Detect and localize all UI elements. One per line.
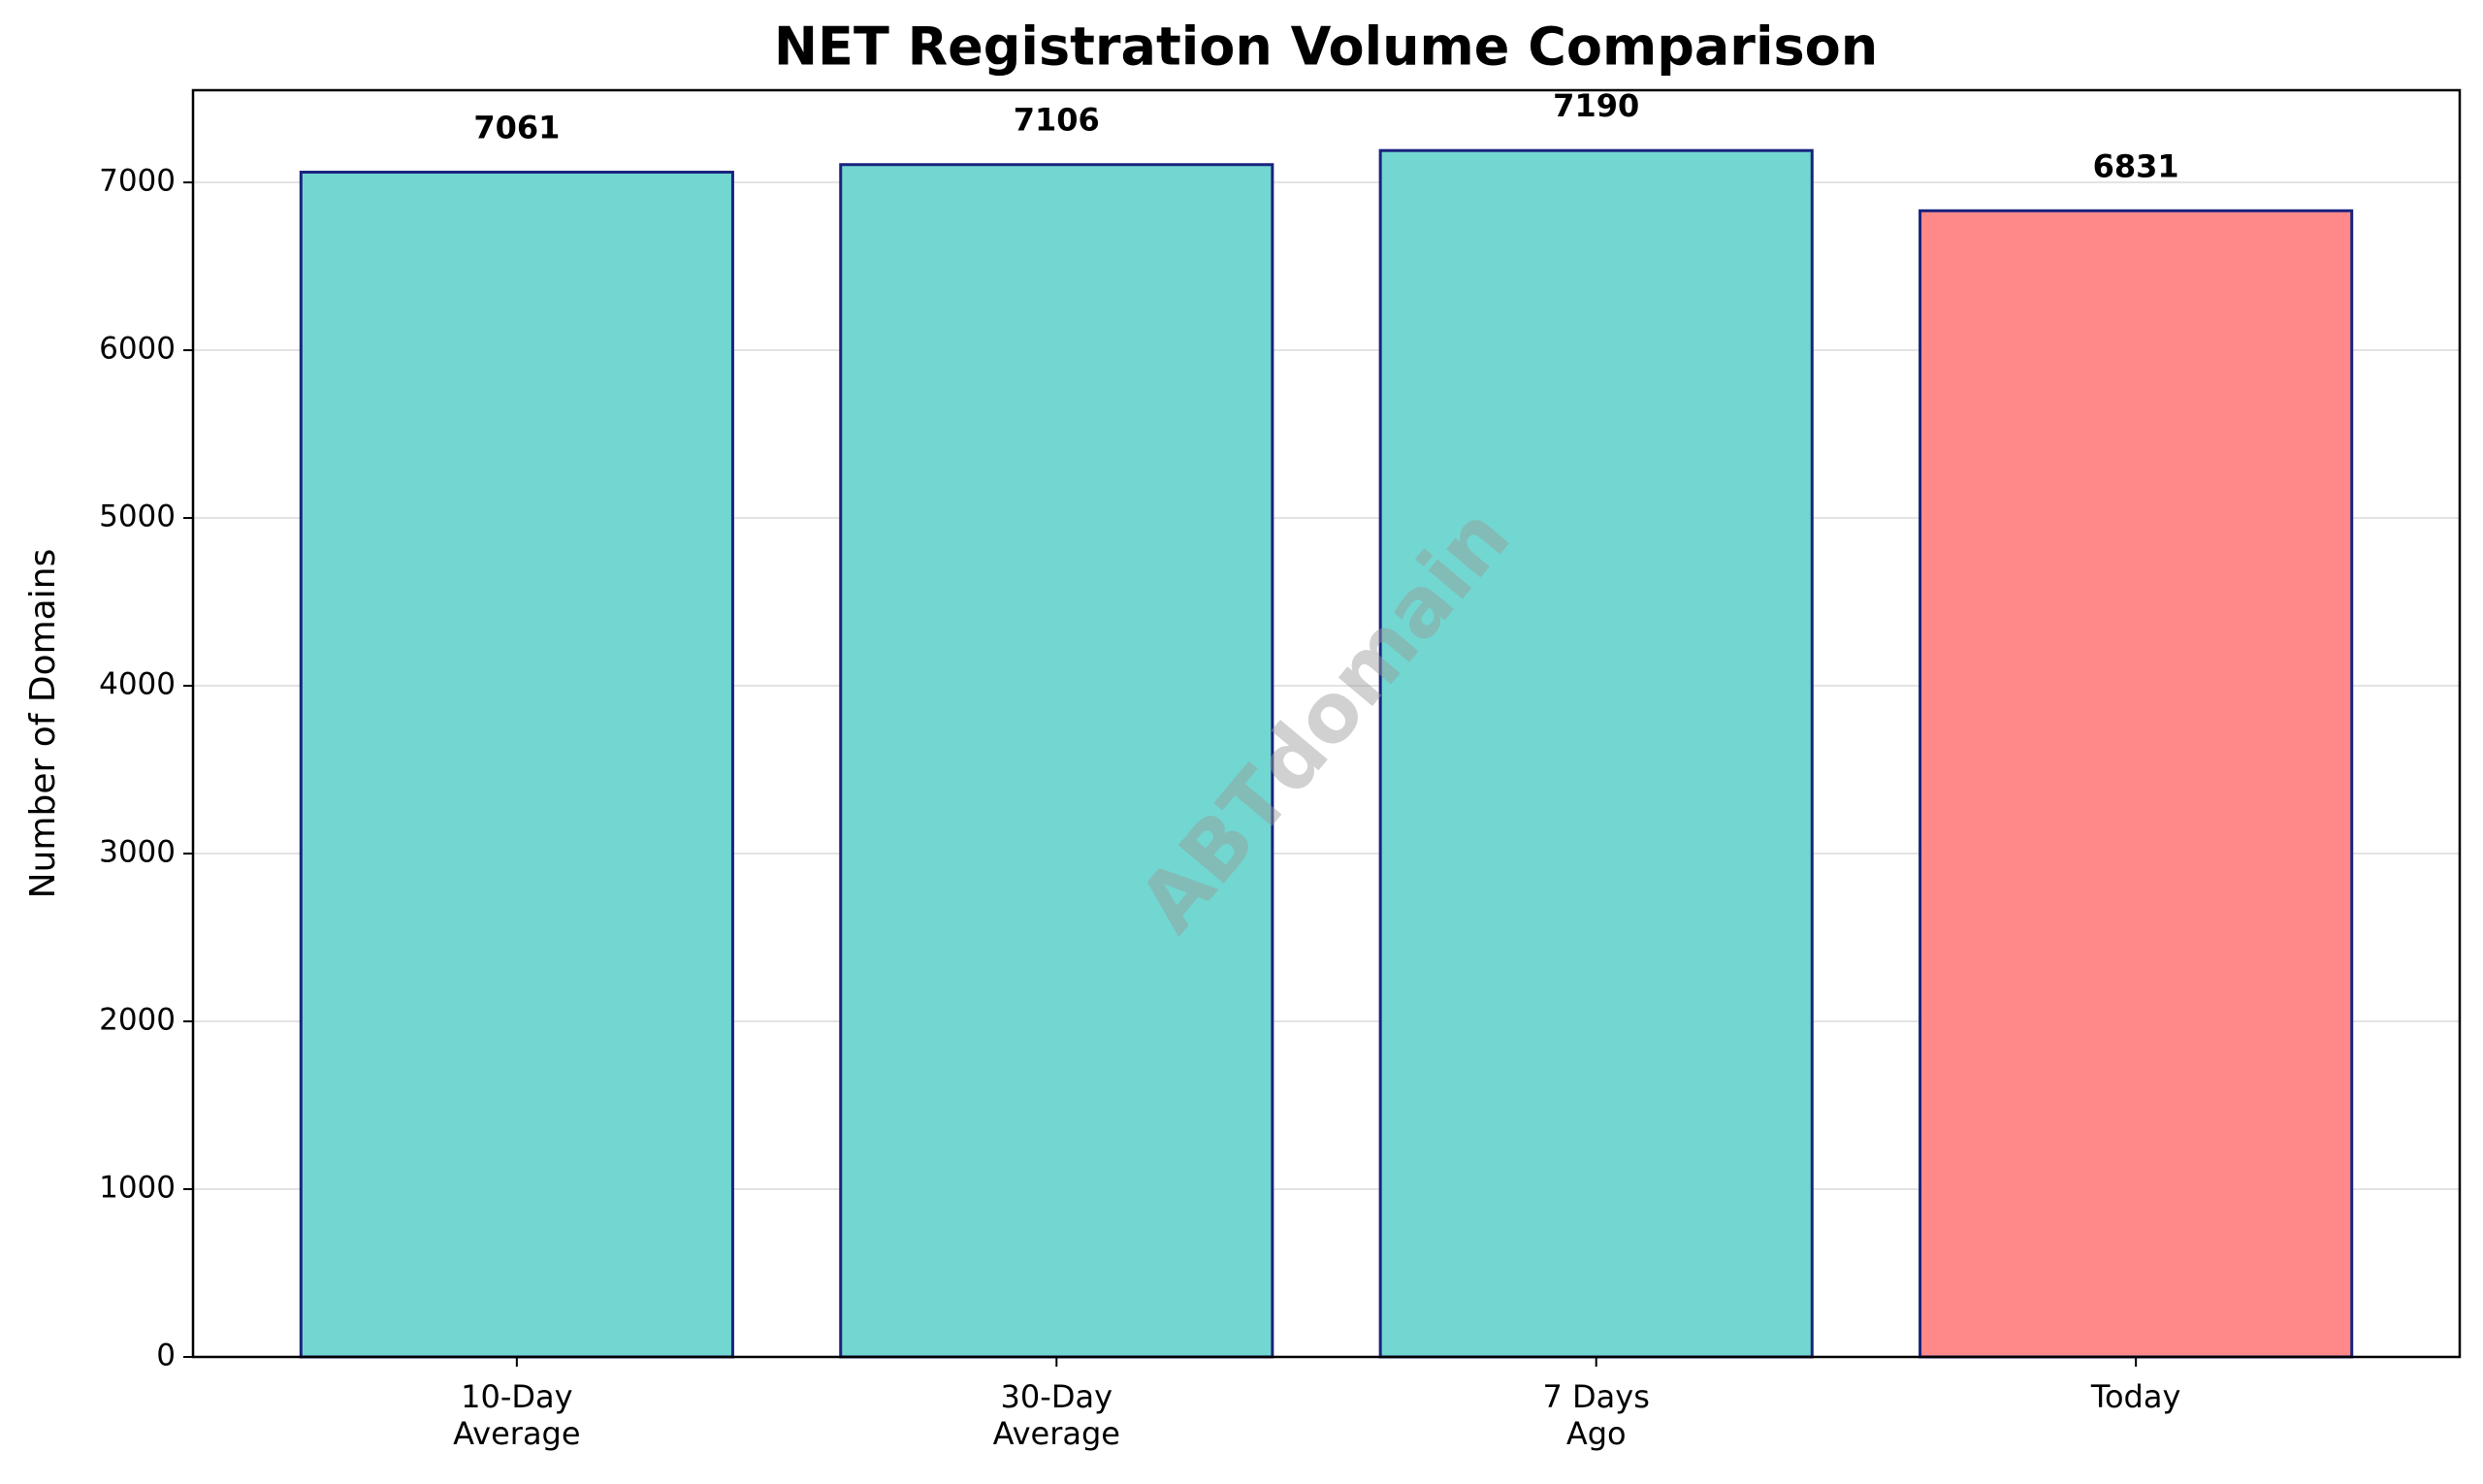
x-tick-label: 10-Day Average [453, 1378, 581, 1452]
value-label: 7106 [1014, 102, 1100, 139]
bar [1378, 148, 1814, 1359]
x-tick-label: 30-Day Average [992, 1378, 1120, 1452]
bar [299, 171, 734, 1359]
y-tick-label: 2000 [99, 1003, 176, 1038]
chart-title: NET Registration Volume Comparison [774, 16, 1878, 78]
value-label: 6831 [2093, 147, 2179, 184]
y-tick-label: 1000 [99, 1171, 176, 1206]
y-tick-label: 6000 [99, 332, 176, 367]
x-tick-label: 7 Days Ago [1542, 1378, 1650, 1452]
value-label: 7061 [473, 110, 560, 146]
y-tick-label: 5000 [99, 500, 176, 534]
bar [839, 163, 1274, 1359]
value-label: 7190 [1553, 87, 1639, 124]
x-tick-label: Today [2090, 1378, 2181, 1415]
bar [1919, 209, 2354, 1359]
y-tick-label: 0 [156, 1339, 176, 1373]
y-tick-label: 3000 [99, 835, 176, 870]
y-axis-label: Number of Domains [23, 549, 63, 899]
plot-frame [191, 88, 2462, 1359]
y-tick-label: 4000 [99, 667, 176, 702]
y-tick-label: 7000 [99, 164, 176, 199]
